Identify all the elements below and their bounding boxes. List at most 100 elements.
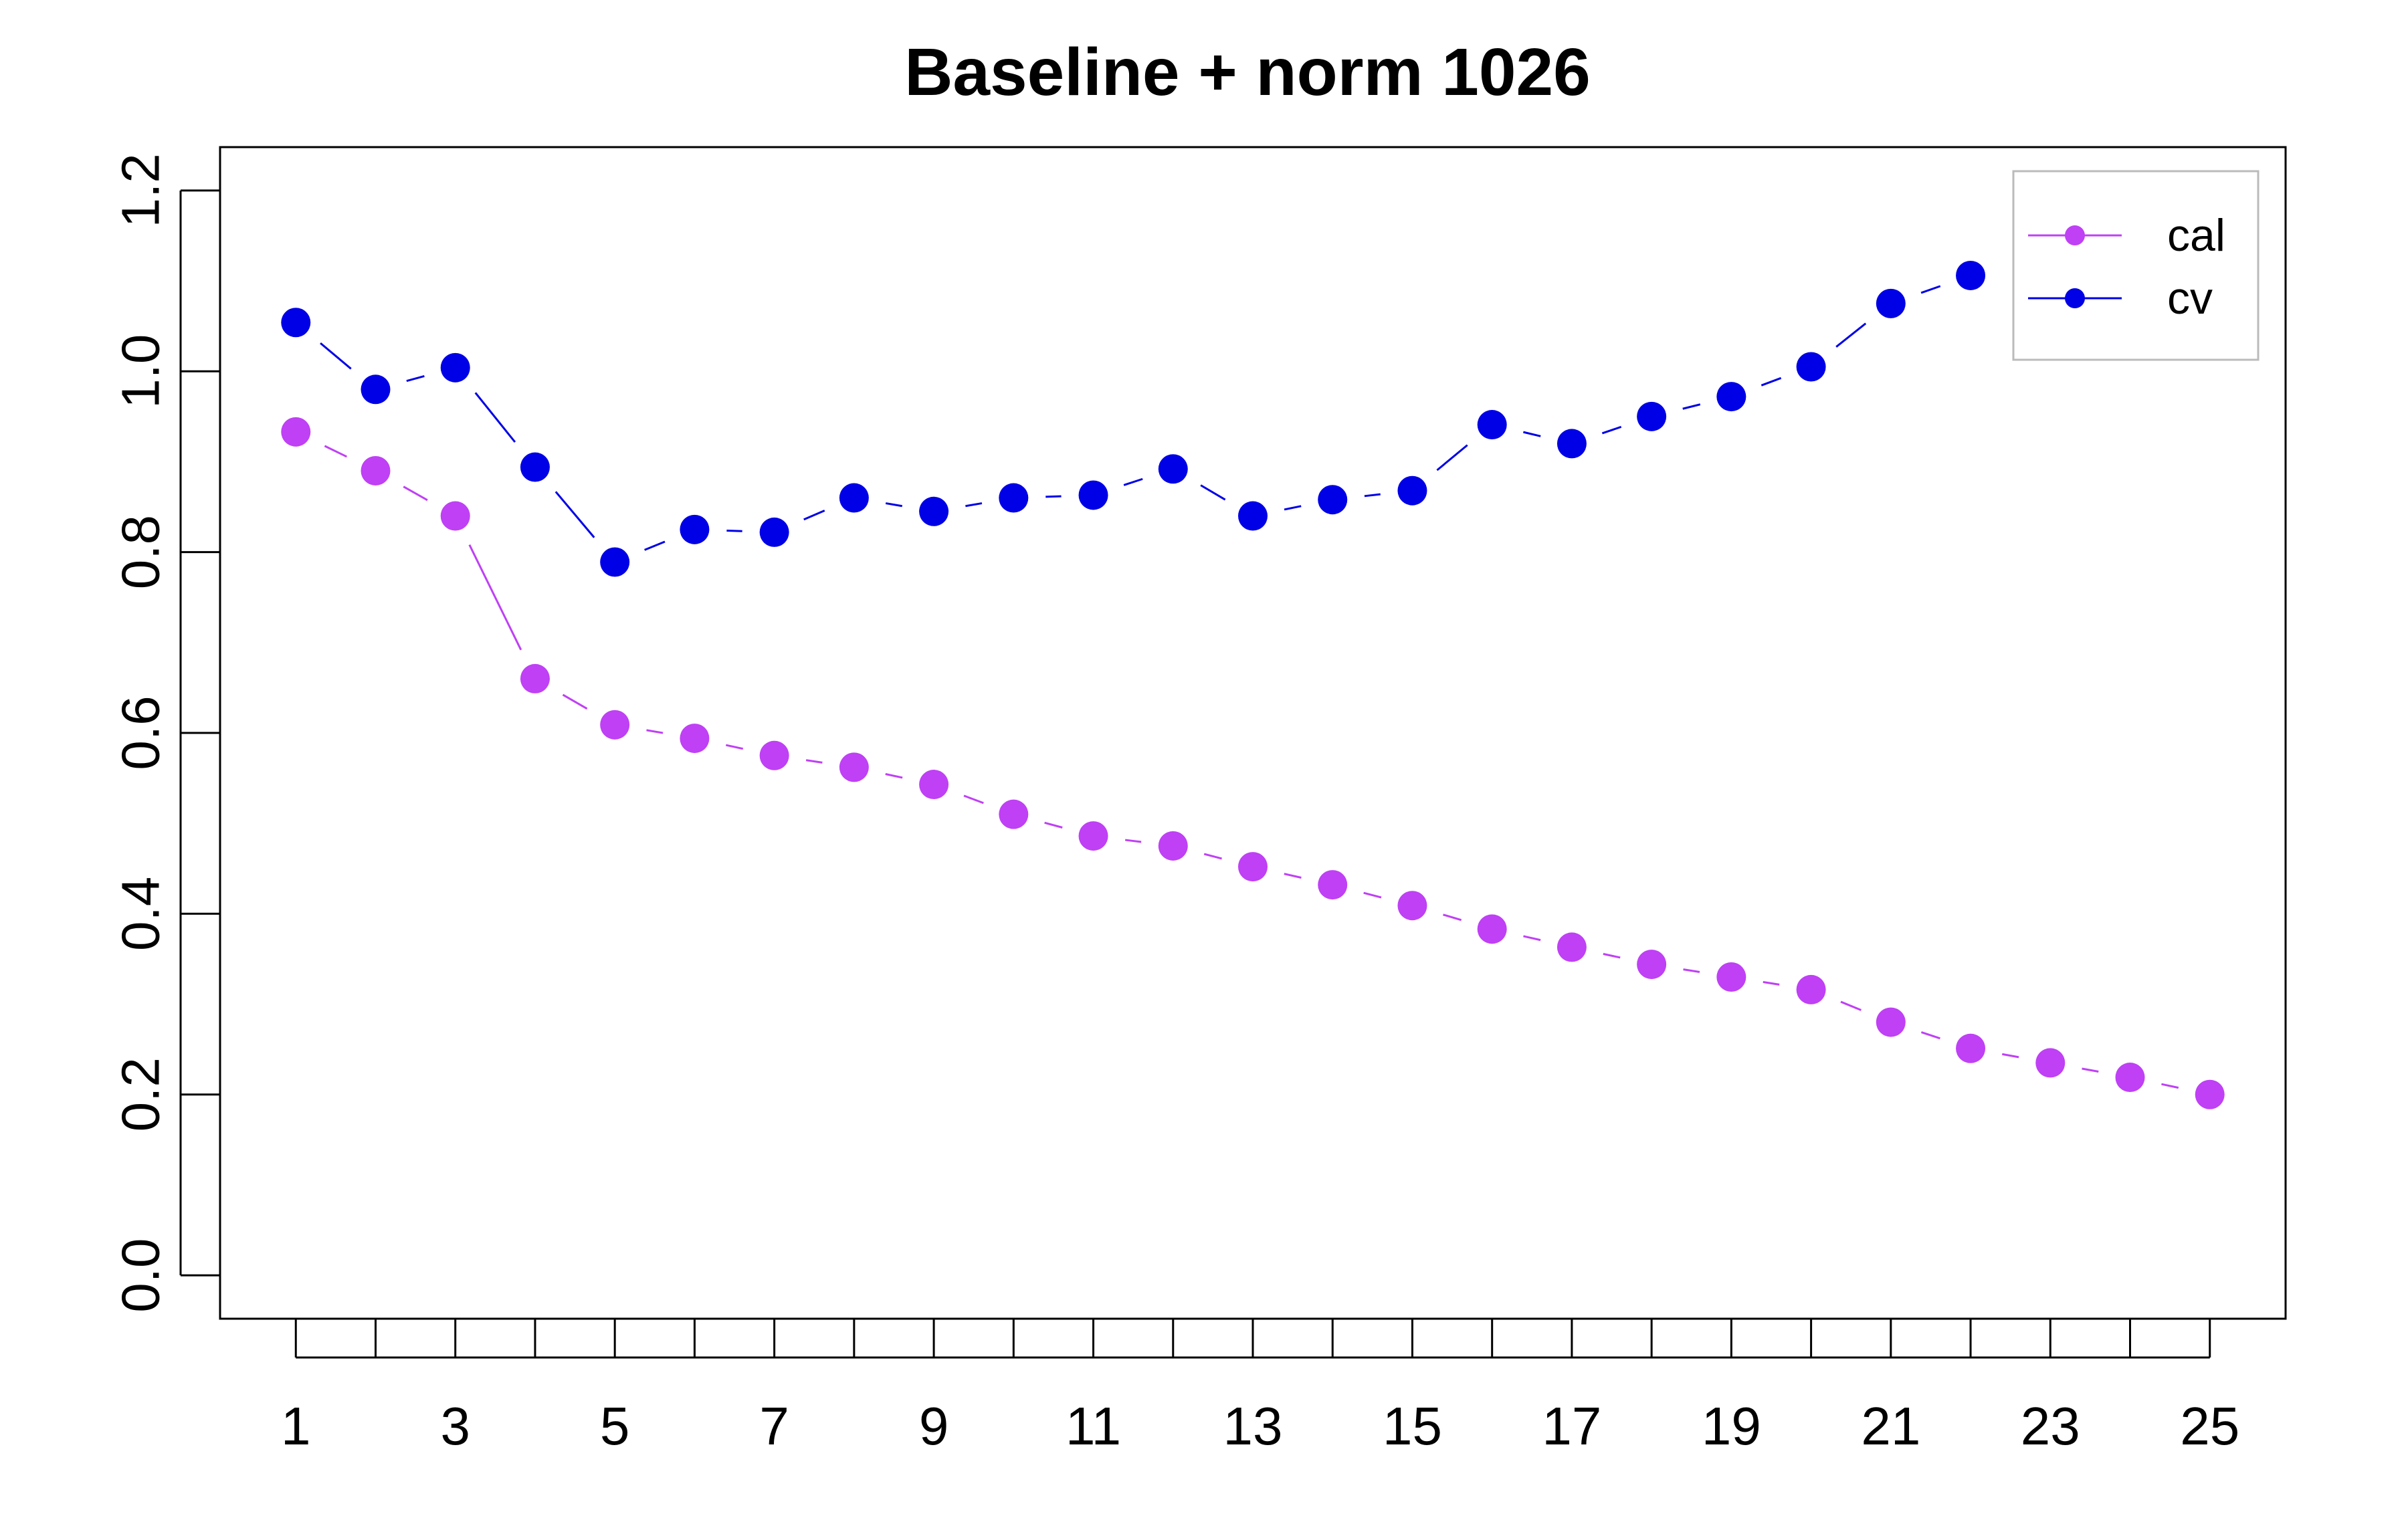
series-cal-segment	[1124, 839, 1142, 843]
series-cv-point	[520, 452, 550, 482]
series-cv-segment	[1682, 403, 1701, 410]
series-cv-segment	[1436, 444, 1468, 471]
series-cal-point	[520, 663, 550, 693]
series-cal-point	[1477, 914, 1507, 944]
series-cal-point	[2035, 1048, 2066, 1078]
y-tick-label: 1.2	[111, 153, 171, 227]
series-cv-segment	[320, 342, 352, 370]
series-cal-segment	[1044, 821, 1063, 829]
series-cal-segment	[1284, 873, 1302, 879]
series-cv-point	[1078, 480, 1108, 510]
series-cal-point	[1637, 950, 1667, 980]
x-tick-label: 5	[600, 1396, 630, 1456]
series-cal-segment	[1363, 891, 1382, 899]
series-cal-point	[1557, 932, 1587, 962]
series-cal-segment	[2002, 1053, 2019, 1059]
y-tick-label: 0.8	[111, 515, 171, 589]
series-cv-point	[1477, 410, 1507, 440]
legend-swatch-point	[2065, 288, 2085, 308]
legend-swatch-point	[2065, 225, 2085, 245]
series-cal-point	[1318, 870, 1348, 900]
series-cv-point	[1956, 260, 1986, 290]
series-cv-point	[680, 514, 710, 544]
legend-box	[2012, 170, 2260, 361]
series-cal-point	[839, 752, 869, 782]
series-cal-segment	[726, 744, 744, 750]
series-cv-segment	[965, 502, 983, 508]
y-tick-label: 0.6	[111, 695, 171, 770]
series-cv-point	[1238, 501, 1268, 531]
series-cv-segment	[406, 375, 425, 383]
series-cv-point	[759, 517, 789, 547]
series-cv-segment	[1920, 285, 1941, 294]
series-cal-point	[1397, 891, 1427, 921]
chart-title: Baseline + norm 1026	[904, 35, 1591, 110]
x-axis: 1 3 5 7 9 11 13 15 17 19 21 23 25	[281, 1319, 2239, 1456]
series-cv	[281, 260, 1986, 577]
series-cv-point	[1796, 352, 1826, 382]
series-cal-point	[919, 770, 949, 800]
series-cv-point	[1557, 429, 1587, 459]
series-cal-segment	[805, 759, 823, 764]
series-cv-segment	[1364, 493, 1381, 498]
series-cal-segment	[1443, 913, 1462, 921]
series-cv-point	[440, 352, 470, 383]
series-cv-point	[1637, 401, 1667, 431]
series-cal-segment	[646, 729, 664, 734]
series-cv-segment	[474, 392, 516, 443]
series-cal-point	[1796, 974, 1826, 1004]
series-cal-segment	[1763, 981, 1780, 986]
series-cv-point	[839, 483, 869, 513]
series-cal-point	[2195, 1079, 2225, 1109]
x-tick-label: 15	[1383, 1396, 1442, 1456]
series-cal-segment	[324, 445, 348, 458]
legend: cal cv	[2012, 170, 2260, 361]
legend-label-cal: cal	[2167, 210, 2225, 261]
series-cv-point	[600, 547, 630, 577]
series-cv-point	[919, 496, 949, 526]
series-layer	[281, 260, 2225, 1109]
x-tick-label: 25	[2180, 1396, 2239, 1456]
series-cal	[281, 417, 2225, 1109]
series-cv-segment	[803, 510, 825, 521]
series-cal-point	[1876, 1007, 1906, 1037]
series-cv-segment	[555, 491, 595, 538]
series-cal-point	[440, 501, 470, 531]
series-cal-point	[281, 417, 311, 447]
series-cv-point	[1876, 288, 1906, 318]
series-cv-point	[361, 374, 391, 405]
series-cv-point	[1158, 454, 1188, 484]
series-cv-segment	[1835, 322, 1867, 348]
x-tick-label: 21	[1861, 1396, 1920, 1456]
series-cal-segment	[468, 544, 522, 651]
series-cv-segment	[1200, 484, 1226, 501]
series-cv-point	[1397, 475, 1427, 506]
series-cal-point	[1956, 1033, 1986, 1063]
series-cv-segment	[1284, 505, 1302, 511]
series-cal-segment	[1203, 853, 1222, 860]
series-cal-segment	[403, 485, 428, 502]
series-cv-segment	[644, 540, 666, 551]
series-cal-point	[1078, 821, 1108, 851]
series-cal-segment	[2161, 1083, 2179, 1089]
series-cal-point	[999, 799, 1029, 829]
series-cal-segment	[562, 693, 588, 710]
series-cv-point	[1716, 382, 1746, 412]
series-cal-segment	[1603, 953, 1621, 959]
x-tick-label: 3	[440, 1396, 470, 1456]
series-cv-segment	[1045, 495, 1062, 498]
series-cal-point	[1716, 962, 1746, 992]
y-tick-label: 1.0	[111, 334, 171, 409]
y-tick-label: 0.0	[111, 1238, 171, 1313]
y-tick-label: 0.4	[111, 877, 171, 951]
series-cv-point	[281, 308, 311, 338]
legend-label-cv: cv	[2167, 273, 2213, 324]
series-cv-segment	[1523, 431, 1541, 437]
series-cal-point	[1238, 852, 1268, 882]
series-cal-point	[680, 724, 710, 754]
series-cal-segment	[1683, 968, 1700, 973]
series-cv-point	[1318, 485, 1348, 515]
plot-frame	[219, 146, 2287, 1320]
series-cv-segment	[726, 529, 742, 532]
